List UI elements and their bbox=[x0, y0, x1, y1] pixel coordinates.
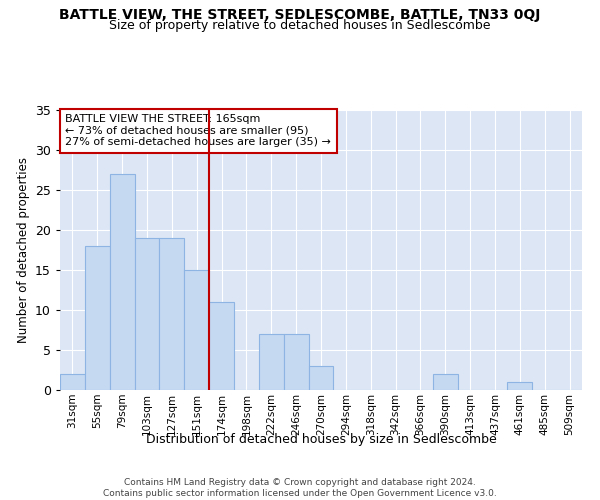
Y-axis label: Number of detached properties: Number of detached properties bbox=[17, 157, 29, 343]
Bar bbox=[308, 366, 334, 390]
Text: BATTLE VIEW THE STREET: 165sqm
← 73% of detached houses are smaller (95)
27% of : BATTLE VIEW THE STREET: 165sqm ← 73% of … bbox=[65, 114, 331, 148]
Bar bbox=[184, 270, 209, 390]
Text: Distribution of detached houses by size in Sedlescombe: Distribution of detached houses by size … bbox=[146, 432, 496, 446]
Text: Contains HM Land Registry data © Crown copyright and database right 2024.
Contai: Contains HM Land Registry data © Crown c… bbox=[103, 478, 497, 498]
Bar bbox=[160, 238, 184, 390]
Bar bbox=[284, 334, 308, 390]
Bar bbox=[209, 302, 234, 390]
Bar bbox=[508, 382, 532, 390]
Bar bbox=[433, 374, 458, 390]
Text: Size of property relative to detached houses in Sedlescombe: Size of property relative to detached ho… bbox=[109, 19, 491, 32]
Bar bbox=[134, 238, 160, 390]
Bar bbox=[259, 334, 284, 390]
Bar bbox=[60, 374, 85, 390]
Bar bbox=[85, 246, 110, 390]
Bar bbox=[110, 174, 134, 390]
Text: BATTLE VIEW, THE STREET, SEDLESCOMBE, BATTLE, TN33 0QJ: BATTLE VIEW, THE STREET, SEDLESCOMBE, BA… bbox=[59, 8, 541, 22]
